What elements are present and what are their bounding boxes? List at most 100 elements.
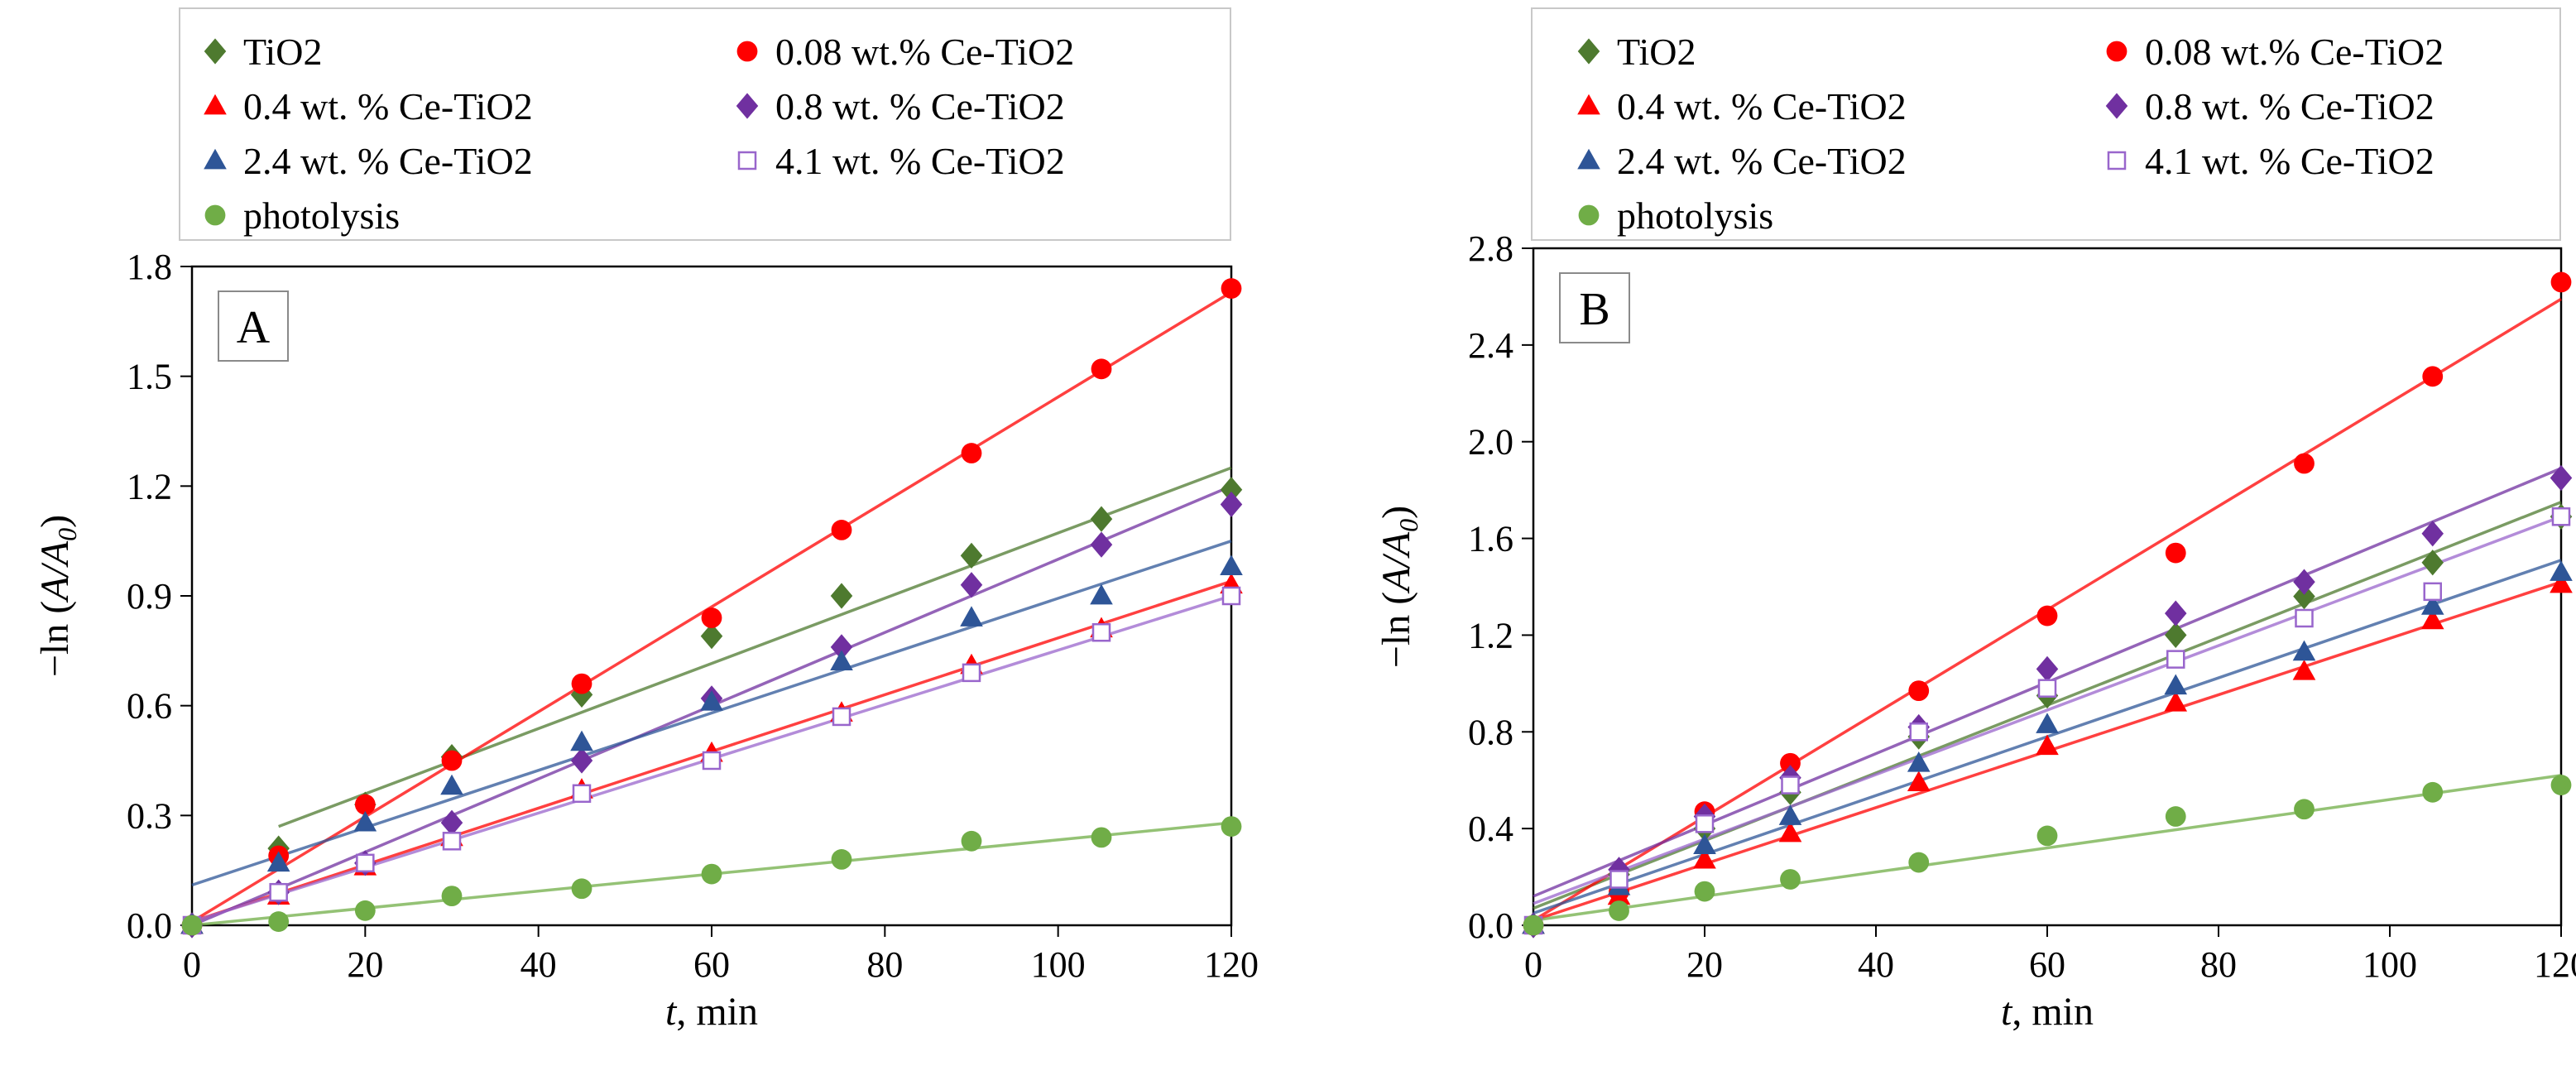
data-point xyxy=(960,572,983,598)
y-tick-label: 0.9 xyxy=(127,576,172,617)
data-point xyxy=(570,730,593,751)
legend-marker xyxy=(2105,93,2128,119)
data-point xyxy=(832,707,851,727)
data-point xyxy=(961,830,982,852)
panel-letter: A xyxy=(237,302,271,353)
legend-label: TiO2 xyxy=(243,31,322,73)
data-point xyxy=(1778,804,1802,825)
y-tick-label: 0.4 xyxy=(1468,809,1513,849)
data-point xyxy=(2164,674,2188,695)
y-axis-title-sub: 0 xyxy=(52,528,82,541)
data-point xyxy=(441,750,463,771)
data-point xyxy=(2294,799,2315,820)
x-axis-title-unit: , min xyxy=(2012,990,2094,1034)
y-axis-title-prefix: −ln ( xyxy=(33,601,77,677)
legend-label: 0.4 wt. % Ce-TiO2 xyxy=(1617,85,1907,127)
x-tick-label: 40 xyxy=(1858,944,1894,985)
data-point xyxy=(442,832,462,851)
x-tick-label: 40 xyxy=(520,944,557,985)
legend-label: 0.8 wt. % Ce-TiO2 xyxy=(775,85,1065,127)
x-axis-title: t, min xyxy=(2001,990,2094,1034)
data-point xyxy=(570,747,593,774)
data-point xyxy=(960,606,983,627)
legend-label: 0.4 wt. % Ce-TiO2 xyxy=(243,85,533,127)
data-point xyxy=(2292,640,2316,661)
data-point xyxy=(2550,560,2573,581)
data-point xyxy=(961,443,982,463)
data-point xyxy=(2292,659,2316,680)
chart-panel-b: TiO2 0.08 wt.% Ce-TiO2 0.4 wt. % Ce-TiO2 0.… xyxy=(1374,7,2576,1034)
x-tick-label: 60 xyxy=(2029,944,2065,985)
data-point xyxy=(266,851,290,872)
data-point xyxy=(1778,821,1802,843)
data-point xyxy=(440,774,463,795)
data-point xyxy=(1221,586,1241,606)
data-point xyxy=(2550,464,2573,492)
data-point xyxy=(354,900,376,921)
chart-panel-a: TiO2 0.08 wt.% Ce-TiO2 0.4 wt. % Ce-TiO2 0.… xyxy=(33,7,1259,1034)
data-point xyxy=(960,542,983,569)
y-tick-label: 2.4 xyxy=(1468,325,1513,366)
y-tick-label: 2.0 xyxy=(1468,422,1513,463)
data-point xyxy=(1781,775,1800,795)
data-point xyxy=(2422,366,2444,387)
data-point xyxy=(1908,680,1930,702)
fit-line xyxy=(191,540,1232,887)
data-point xyxy=(269,882,288,902)
data-point xyxy=(1091,827,1112,848)
x-tick-label: 100 xyxy=(2363,944,2417,985)
y-axis-title-suffix: ) xyxy=(33,515,77,528)
data-point xyxy=(1609,900,1629,921)
x-tick-label: 120 xyxy=(1204,944,1259,985)
data-point xyxy=(2550,271,2572,293)
data-point xyxy=(2421,521,2444,547)
legend-label: 0.08 wt.% Ce-TiO2 xyxy=(2145,31,2444,73)
data-point xyxy=(701,607,722,628)
x-axis-title: t, min xyxy=(665,990,758,1034)
legend-marker xyxy=(204,38,227,65)
data-point xyxy=(2422,781,2444,803)
data-point xyxy=(701,863,722,885)
data-point xyxy=(1907,751,1931,772)
x-tick-label: 0 xyxy=(1524,944,1542,985)
data-point xyxy=(2420,594,2444,615)
data-point xyxy=(1091,358,1112,380)
data-point xyxy=(1090,531,1113,558)
x-tick-label: 80 xyxy=(866,944,903,985)
legend-frame xyxy=(1531,7,2561,241)
y-tick-label: 0.8 xyxy=(1468,712,1513,752)
data-point xyxy=(354,794,376,815)
legend-marker xyxy=(204,148,227,170)
data-point xyxy=(831,849,852,870)
legend-marker xyxy=(1578,204,1600,226)
data-point xyxy=(1090,583,1113,605)
y-tick-label: 2.8 xyxy=(1468,228,1513,269)
legend: TiO2 0.08 wt.% Ce-TiO2 0.4 wt. % Ce-TiO2 0.… xyxy=(1531,7,2561,241)
y-tick-label: 0.6 xyxy=(127,686,172,727)
data-point xyxy=(1220,555,1243,575)
legend-label: 0.8 wt. % Ce-TiO2 xyxy=(2145,85,2434,127)
data-point xyxy=(962,663,981,683)
data-point xyxy=(2295,608,2314,628)
legend-marker xyxy=(1577,94,1600,115)
y-tick-label: 0.0 xyxy=(1468,905,1513,946)
data-point xyxy=(2165,542,2186,564)
data-point xyxy=(1091,622,1111,642)
data-point xyxy=(2036,734,2059,756)
data-point xyxy=(2550,775,2572,795)
data-point xyxy=(1693,847,1716,869)
y-axis-title: −ln (A/A0) xyxy=(33,515,82,677)
data-point xyxy=(2166,650,2185,669)
x-axis-title-unit: , min xyxy=(676,990,758,1034)
fit-line xyxy=(191,290,1232,924)
data-point xyxy=(702,751,722,771)
legend-label: 4.1 wt. % Ce-TiO2 xyxy=(775,140,1065,182)
data-point xyxy=(1090,506,1113,532)
x-tick-label: 60 xyxy=(693,944,730,985)
legend-marker xyxy=(736,41,758,62)
legend-label: TiO2 xyxy=(1617,31,1696,73)
data-point xyxy=(2293,583,2315,610)
data-point xyxy=(440,809,463,836)
data-point xyxy=(1220,491,1243,518)
plot-frame xyxy=(1532,247,2563,927)
